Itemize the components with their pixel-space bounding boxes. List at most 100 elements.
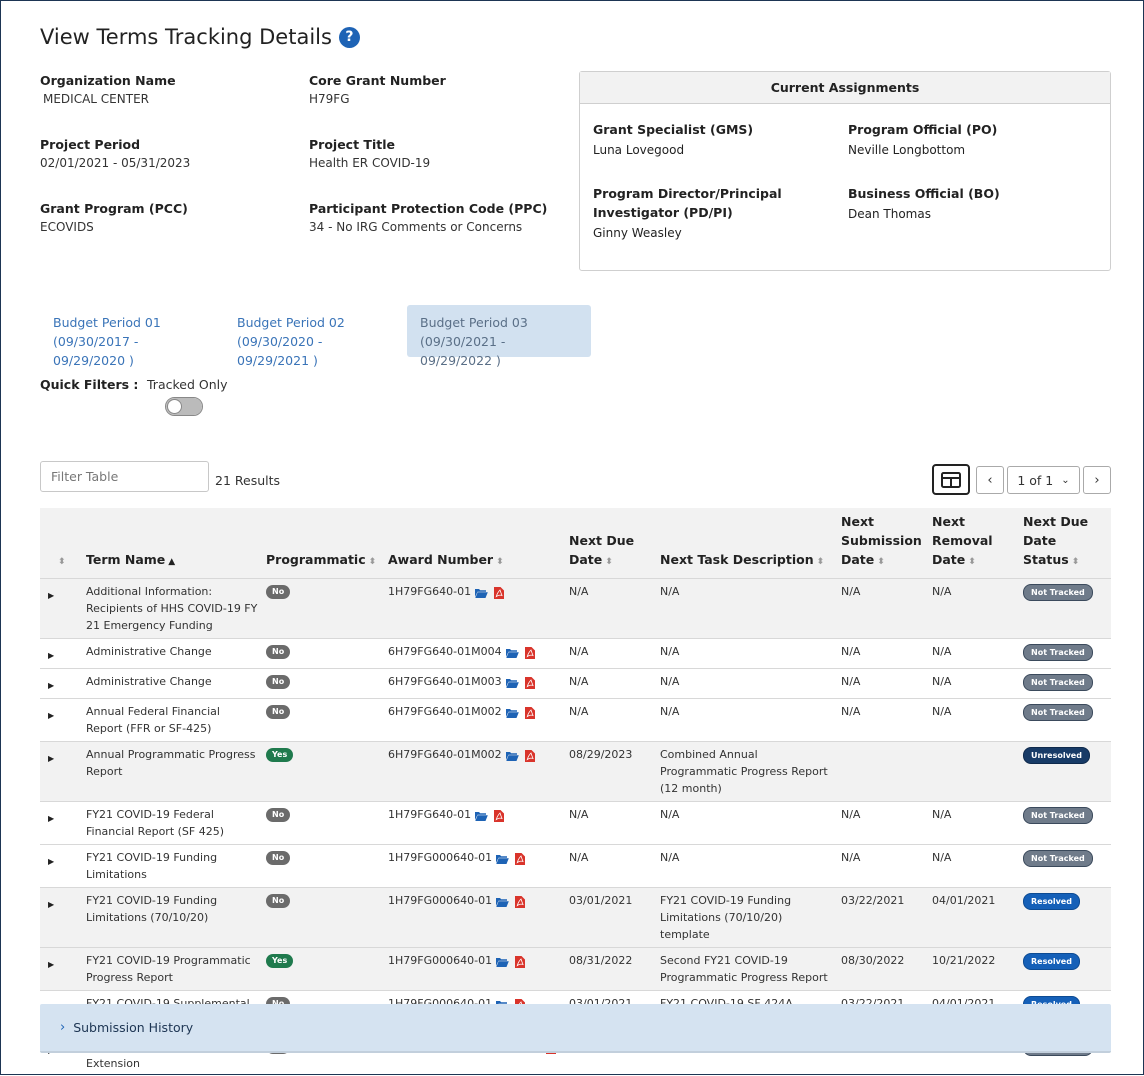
- programmatic-header[interactable]: Programmatic⬍: [262, 508, 384, 579]
- programmatic-cell: No: [262, 579, 384, 639]
- pdf-file-icon[interactable]: [515, 956, 525, 968]
- next-removal-date-header[interactable]: Next Removal Date⬍: [928, 508, 1019, 579]
- sort-icon: ⬍: [1072, 557, 1080, 567]
- caret-right-icon[interactable]: ▶: [48, 677, 54, 694]
- pdf-file-icon[interactable]: [525, 677, 535, 689]
- expand-cell[interactable]: ▶: [40, 948, 82, 991]
- submission-history-accordion[interactable]: › Submission History: [40, 1004, 1111, 1053]
- next-task-description-cell: Second FY21 COVID-19 Programmatic Progre…: [656, 948, 837, 991]
- folder-open-icon[interactable]: [496, 854, 509, 864]
- programmatic-badge: No: [266, 645, 290, 659]
- pdf-file-icon[interactable]: [494, 810, 504, 822]
- award-number-text: 6H79FG640-01M002: [388, 705, 502, 718]
- next-removal-date-cell: N/A: [928, 579, 1019, 639]
- next-due-date-header[interactable]: Next Due Date⬍: [565, 508, 656, 579]
- folder-open-icon[interactable]: [506, 751, 519, 761]
- table-row[interactable]: ▶Annual Federal Financial Report (FFR or…: [40, 699, 1111, 742]
- tab-budget-period-03[interactable]: Budget Period 03 (09/30/2021 - 09/29/202…: [407, 305, 591, 357]
- caret-right-icon[interactable]: ▶: [48, 810, 54, 827]
- tab-budget-period-01[interactable]: Budget Period 01 (09/30/2017 - 09/29/202…: [40, 305, 220, 357]
- folder-open-icon[interactable]: [475, 588, 488, 598]
- award-icons: [475, 584, 504, 601]
- bo-label: Business Official (BO): [848, 184, 1000, 203]
- next-removal-date-cell: N/A: [928, 639, 1019, 669]
- caret-right-icon[interactable]: ▶: [48, 853, 54, 870]
- programmatic-cell: Yes: [262, 742, 384, 802]
- award-icons: [496, 893, 525, 910]
- expand-cell[interactable]: ▶: [40, 742, 82, 802]
- prev-page-button[interactable]: ‹: [976, 466, 1004, 494]
- caret-right-icon[interactable]: ▶: [48, 896, 54, 913]
- table-row[interactable]: ▶FY21 COVID-19 Programmatic Progress Rep…: [40, 948, 1111, 991]
- award-number-text: 1H79FG000640-01: [388, 954, 492, 967]
- current-assignments-card: Current Assignments Grant Specialist (GM…: [579, 71, 1111, 271]
- caret-right-icon[interactable]: ▶: [48, 707, 54, 724]
- filter-table-input[interactable]: [40, 461, 209, 492]
- expand-cell[interactable]: ▶: [40, 699, 82, 742]
- expand-cell[interactable]: ▶: [40, 888, 82, 948]
- folder-open-icon[interactable]: [475, 811, 488, 821]
- term-name-header[interactable]: Term Name▲: [82, 508, 262, 579]
- next-due-date-status-cell: Not Tracked: [1019, 669, 1111, 699]
- gms-value: Luna Lovegood: [593, 143, 753, 157]
- pdf-file-icon[interactable]: [525, 750, 535, 762]
- caret-right-icon[interactable]: ▶: [48, 647, 54, 664]
- folder-open-icon[interactable]: [506, 678, 519, 688]
- page-select[interactable]: 1 of 1 ⌄: [1007, 466, 1080, 494]
- caret-right-icon[interactable]: ▶: [48, 750, 54, 767]
- caret-right-icon[interactable]: ▶: [48, 956, 54, 973]
- organization-name-field: Organization Name MEDICAL CENTER: [40, 73, 176, 106]
- next-submission-date-header[interactable]: Next Submission Date⬍: [837, 508, 928, 579]
- pdf-file-icon[interactable]: [525, 647, 535, 659]
- grant-program-field: Grant Program (PCC) ECOVIDS: [40, 201, 188, 234]
- status-badge: Not Tracked: [1023, 644, 1093, 661]
- pdf-file-icon[interactable]: [525, 707, 535, 719]
- next-submission-date-cell: N/A: [837, 579, 928, 639]
- pdf-file-icon[interactable]: [515, 896, 525, 908]
- caret-right-icon[interactable]: ▶: [48, 587, 54, 604]
- table-row[interactable]: ▶FY21 COVID-19 Funding Limitations (70/1…: [40, 888, 1111, 948]
- expand-cell[interactable]: ▶: [40, 669, 82, 699]
- tracked-only-toggle[interactable]: [165, 397, 203, 416]
- next-due-date-cell: N/A: [565, 802, 656, 845]
- pdf-file-icon[interactable]: [494, 587, 504, 599]
- folder-open-icon[interactable]: [506, 708, 519, 718]
- pdf-file-icon[interactable]: [515, 853, 525, 865]
- folder-open-icon[interactable]: [496, 897, 509, 907]
- chevron-right-icon: ›: [60, 1020, 65, 1035]
- next-task-description-header[interactable]: Next Task Description⬍: [656, 508, 837, 579]
- next-due-date-status-header[interactable]: Next Due Date Status⬍: [1019, 508, 1111, 579]
- award-number-cell: 1H79FG000640-01: [384, 888, 565, 948]
- next-page-button[interactable]: ›: [1083, 466, 1111, 494]
- next-removal-date-cell: 04/01/2021: [928, 888, 1019, 948]
- next-due-date-cell: 03/01/2021: [565, 888, 656, 948]
- table-row[interactable]: ▶FY21 COVID-19 Federal Financial Report …: [40, 802, 1111, 845]
- page-title-row: View Terms Tracking Details ?: [40, 25, 360, 49]
- expand-cell[interactable]: ▶: [40, 639, 82, 669]
- column-view-button[interactable]: [932, 464, 970, 495]
- question-circle-icon[interactable]: ?: [339, 27, 360, 48]
- table-row[interactable]: ▶Additional Information: Recipients of H…: [40, 579, 1111, 639]
- award-icons: [475, 807, 504, 824]
- programmatic-cell: No: [262, 845, 384, 888]
- tab-budget-period-02[interactable]: Budget Period 02 (09/30/2020 - 09/29/202…: [224, 305, 404, 357]
- award-number-cell: 1H79FG000640-01: [384, 845, 565, 888]
- award-number-header[interactable]: Award Number⬍: [384, 508, 565, 579]
- page-title: View Terms Tracking Details: [40, 25, 332, 49]
- expand-column-header[interactable]: ⬍: [40, 508, 82, 579]
- term-name-cell: Administrative Change: [82, 639, 262, 669]
- po-value: Neville Longbottom: [848, 143, 997, 157]
- expand-cell[interactable]: ▶: [40, 845, 82, 888]
- folder-open-icon[interactable]: [496, 957, 509, 967]
- chevron-right-icon: ›: [1094, 473, 1099, 488]
- expand-cell[interactable]: ▶: [40, 579, 82, 639]
- next-submission-date-cell: N/A: [837, 699, 928, 742]
- expand-cell[interactable]: ▶: [40, 802, 82, 845]
- submission-history-label: Submission History: [73, 1020, 193, 1035]
- folder-open-icon[interactable]: [506, 648, 519, 658]
